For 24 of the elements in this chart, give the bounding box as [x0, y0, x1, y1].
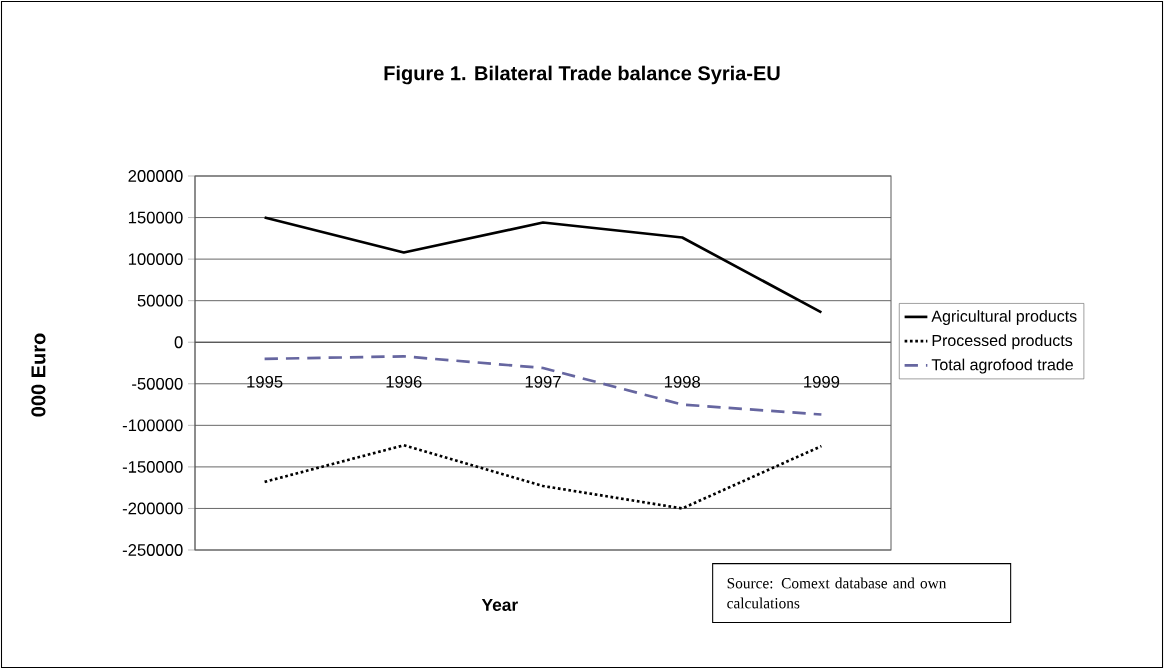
legend-label: Agricultural products: [931, 310, 1077, 326]
line-series: [263, 216, 823, 314]
y-tick-label: 200000: [128, 170, 183, 182]
legend-label: Total agrofood trade: [931, 358, 1073, 374]
y-tick-label: -50000: [132, 377, 183, 390]
line-series: [263, 443, 823, 510]
y-tick-label: 150000: [128, 211, 183, 224]
x-tick-label: 1998: [664, 375, 701, 388]
chart-title: Figure 1. Bilateral Trade balance Syria-EU: [384, 65, 780, 85]
y-tick-label: 50000: [137, 294, 183, 307]
x-tick-label: 1996: [386, 375, 422, 388]
y-tick-label: -250000: [122, 544, 183, 556]
x-tick-label: 1995: [247, 375, 283, 388]
legend-label: Processed products: [932, 334, 1073, 350]
x-axis-title: Year: [481, 598, 518, 612]
y-tick-label: 0: [174, 336, 183, 349]
source-note: Source: Comext database and own calculations: [727, 577, 947, 609]
y-tick-label: 100000: [128, 253, 183, 266]
x-tick-label: 1997: [525, 375, 561, 388]
x-tick-label: 1999: [804, 375, 840, 388]
y-tick-label: -150000: [122, 461, 183, 473]
y-tick-label: -200000: [122, 502, 183, 515]
y-tick-label: -100000: [122, 419, 183, 432]
y-axis-title: 000 Euro: [31, 333, 46, 417]
